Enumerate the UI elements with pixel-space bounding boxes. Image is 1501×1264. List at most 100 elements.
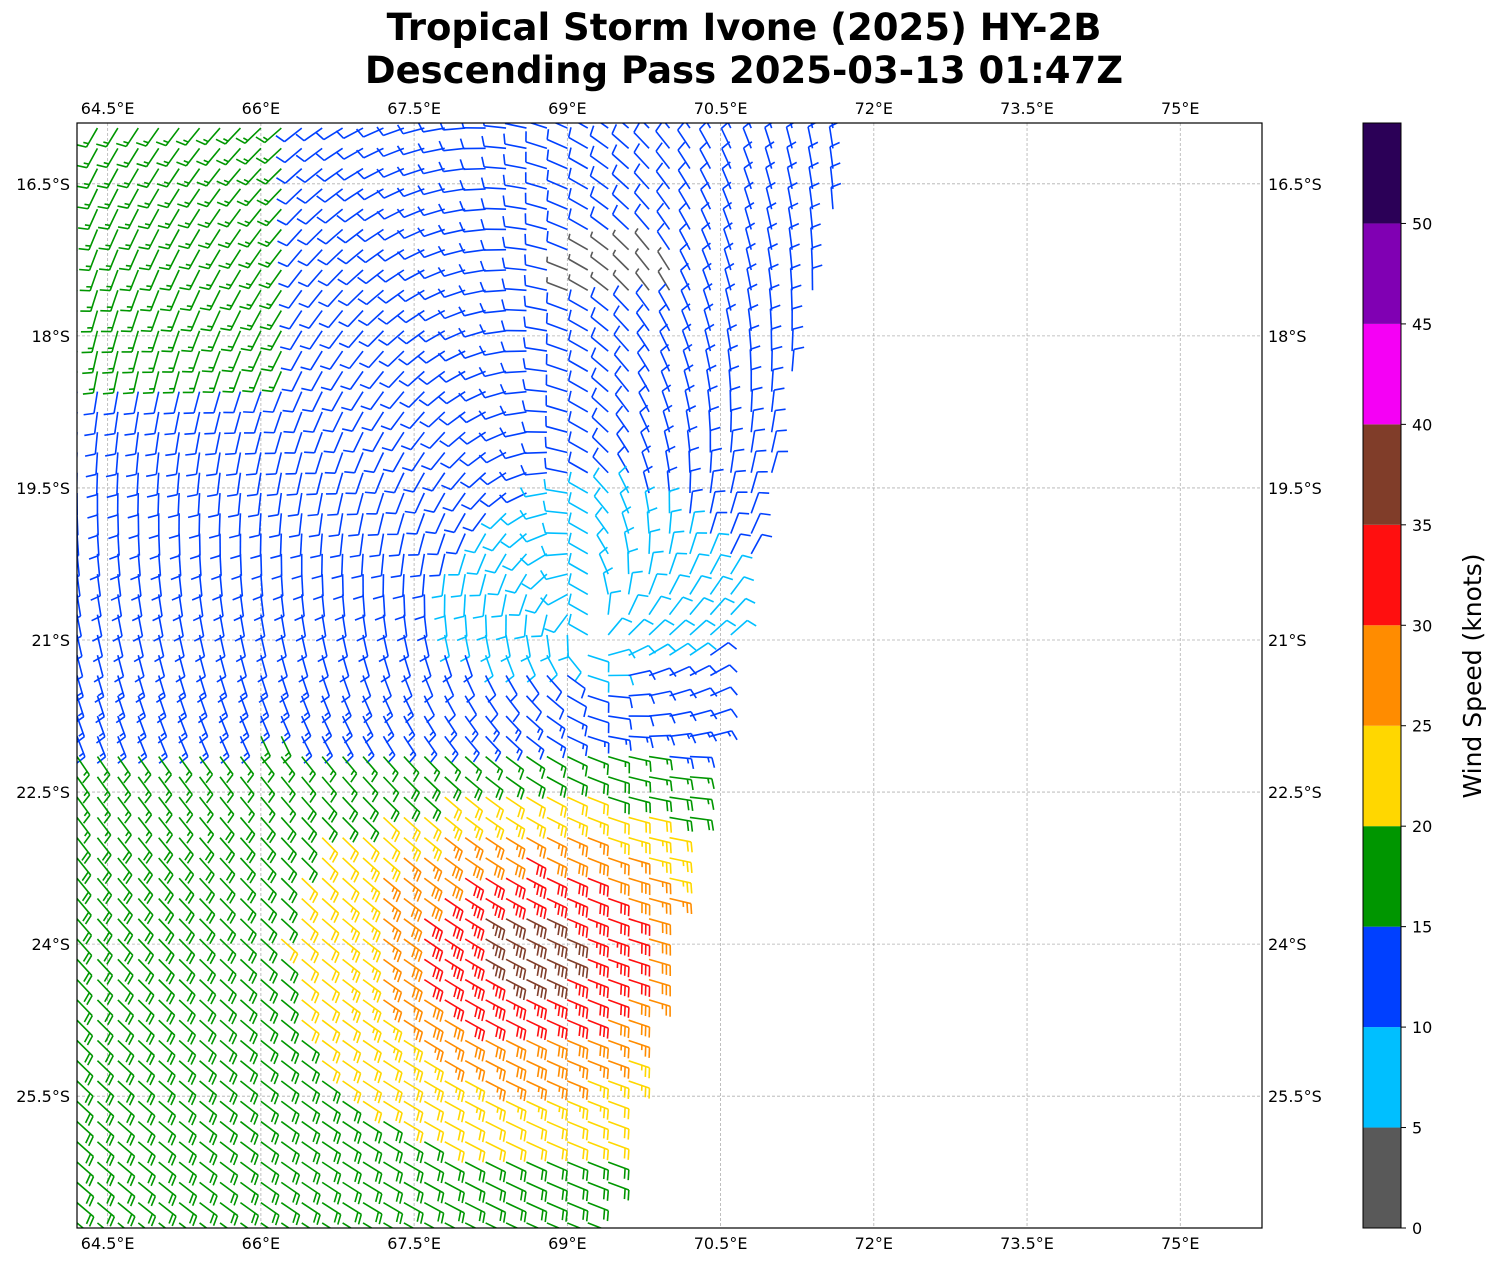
lon-label-bottom: 72°E [855,1234,893,1253]
wind-barb [283,411,303,434]
lat-label-right: 18°S [1268,327,1307,346]
wind-barb [342,776,358,803]
wind-barb [362,1161,383,1184]
wind-barb [628,938,651,957]
wind-barb [280,979,299,1004]
wind-barb [178,958,196,985]
lon-label-top: 70.5°E [694,99,748,118]
wind-barb [297,269,323,288]
wind-barb [423,1019,444,1043]
wind-barb [700,222,712,251]
wind-barb [132,614,144,642]
wind-barb [141,330,160,353]
wind-barb [709,575,734,595]
wind-barb [485,1161,507,1183]
wind-barb [158,816,174,844]
wind-barb [301,837,318,864]
wind-barb [628,816,651,834]
wind-barb [178,776,193,804]
wind-barb [214,614,225,642]
wind-barb [669,897,693,915]
wind-barb [156,695,167,724]
wind-barb [567,816,589,837]
wind-barb [206,472,221,498]
wind-barb [122,371,140,395]
wind-barb [96,898,113,925]
wind-barb [199,958,217,985]
lon-label-bottom: 75°E [1161,1234,1199,1253]
wind-barb [213,594,224,622]
wind-barb [648,573,668,595]
wind-barb [789,263,801,291]
wind-barb [458,285,486,296]
wind-barb [809,202,821,230]
wind-barb [668,487,680,514]
wind-barb [341,391,364,412]
wind-barb [444,837,463,862]
wind-barb [628,796,652,814]
wind-barb [383,1161,404,1184]
wind-barb [105,452,119,478]
wind-barb [188,513,201,539]
wind-barb [387,513,405,536]
wind-barb [403,1181,424,1204]
wind-barb [633,183,650,210]
wind-barb [709,511,728,534]
wind-barb [260,938,278,964]
wind-barb [356,614,368,642]
wind-barb [482,123,507,129]
wind-barb [376,208,405,220]
wind-barb [158,1039,176,1066]
wind-barb [219,1202,239,1226]
wind-barb [648,836,672,854]
wind-barb [546,999,568,1020]
wind-barb [403,1039,424,1063]
wind-barb [397,309,425,324]
wind-barb [198,837,215,864]
lon-label-top: 64.5°E [81,99,135,118]
wind-barb [427,533,446,556]
wind-barb [505,1019,527,1041]
wind-barb [464,796,484,821]
wind-barb [546,918,568,939]
wind-barb [227,492,242,518]
lat-label-right: 19.5°S [1268,479,1322,498]
wind-barb [158,857,174,884]
wind-barb [607,590,622,615]
wind-barb [260,877,277,904]
wind-barb [198,249,221,270]
wind-barb [679,242,691,271]
wind-barb [669,796,694,811]
wind-barb [136,147,160,168]
wind-barb [239,1019,258,1045]
wind-barb [291,553,303,580]
wind-barb [567,471,589,494]
wind-barb [521,421,547,433]
wind-barb [546,149,568,170]
wind-barb [524,192,548,210]
wind-barb [360,391,385,411]
colorbar-label: Wind Speed (knots) [1458,553,1487,798]
wind-barb [295,147,323,163]
wind-barb [77,614,83,640]
wind-barb [343,431,364,453]
wind-barb [280,1141,300,1165]
wind-barb [266,472,283,497]
wind-barb [648,857,672,874]
wind-barb [613,325,630,352]
wind-barb [648,619,675,636]
wind-barb [590,271,609,291]
wind-barb [689,776,715,790]
wind-barb [423,1181,445,1204]
wind-barb [382,816,401,843]
wind-barb [117,938,134,965]
wind-barb [464,816,484,841]
colorbar-bin [1363,524,1401,626]
wind-barb [589,145,609,170]
wind-barb [505,1201,527,1223]
wind-barb [260,837,277,864]
wind-barb [519,532,548,543]
wind-barb [99,269,119,292]
wind-barb [239,776,255,804]
wind-barb [321,796,338,823]
